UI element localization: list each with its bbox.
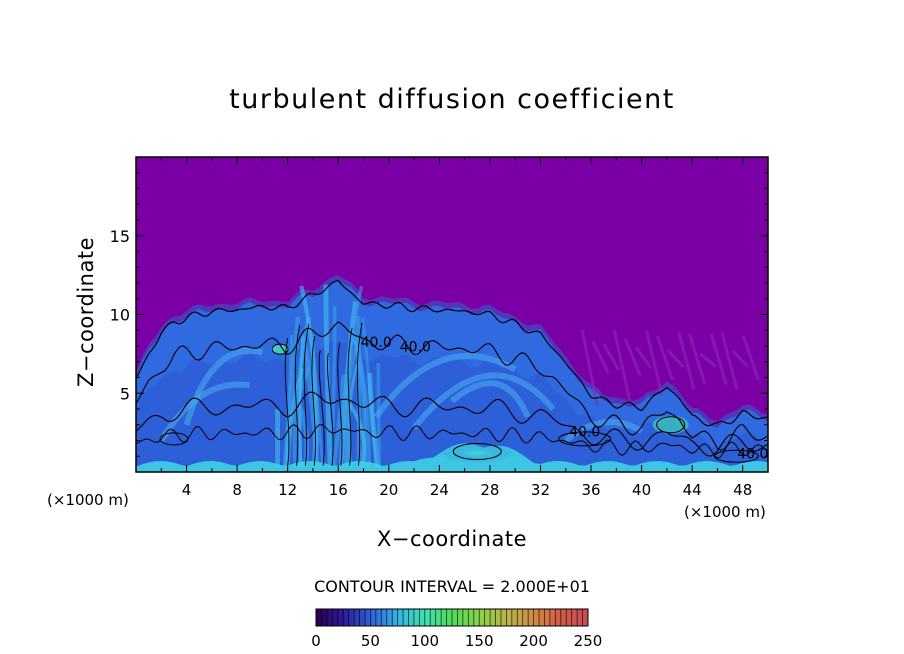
contour-line — [136, 321, 768, 451]
contour-interval-text: CONTOUR INTERVAL = 2.000E+01 — [314, 577, 590, 596]
cloud-arc — [373, 353, 517, 419]
x-axis-label: X−coordinate — [377, 527, 527, 551]
contour-label: 40.0 — [569, 425, 600, 441]
gravity-wave-stripe — [699, 352, 717, 368]
gravity-wave-stripe — [634, 346, 653, 369]
colorbar-tick-label: 0 — [311, 632, 321, 650]
contour-line — [347, 327, 353, 466]
plume-streak — [323, 284, 333, 468]
x-tick-label: 20 — [379, 481, 398, 499]
cloud-arc — [411, 372, 556, 430]
colorbar-tick-label: 200 — [519, 632, 548, 650]
plume-streak — [331, 374, 346, 468]
plume-streak — [351, 331, 371, 468]
gravity-wave-stripe — [677, 331, 696, 391]
cloud-arc — [183, 347, 264, 426]
right-maximum — [652, 415, 689, 434]
contour-line — [337, 342, 343, 466]
gravity-wave-stripe — [645, 330, 664, 396]
plume-streak — [355, 315, 362, 468]
gravity-wave-stripe — [655, 335, 674, 381]
y-axis-label: Z−coordinate — [74, 237, 98, 387]
x-tick-label: 12 — [278, 481, 297, 499]
plume-streak — [367, 372, 381, 468]
x-tick-label: 28 — [480, 481, 499, 499]
contour-line — [294, 324, 301, 466]
x-tick-label: 24 — [430, 481, 449, 499]
contour-loop — [159, 432, 189, 446]
contour-loop — [452, 443, 502, 461]
chart-title: turbulent diffusion coefficient — [229, 84, 675, 115]
contour-line — [136, 424, 768, 459]
contour-line — [303, 323, 310, 466]
y-tick-label: 15 — [110, 227, 130, 246]
y-tick-label: 10 — [110, 306, 130, 325]
gravity-wave-stripe — [602, 343, 621, 371]
x-tick-label: 16 — [329, 481, 348, 499]
x-unit-right: (×1000 m) — [684, 503, 766, 521]
x-tick-label: 36 — [581, 481, 600, 499]
x-unit-left: (×1000 m) — [47, 491, 129, 509]
contour-label: 40.0 — [400, 340, 431, 356]
x-tick-label: 44 — [683, 481, 702, 499]
colorbar-tick-label: 100 — [410, 632, 439, 650]
colorbar-tick-label: 150 — [465, 632, 494, 650]
plume-streak — [300, 338, 320, 468]
contour-line — [311, 335, 316, 466]
contour-line — [284, 338, 290, 466]
y-tick-label: 5 — [120, 384, 130, 403]
gravity-wave-stripe — [580, 329, 599, 407]
cloud-arc — [450, 380, 531, 419]
contour-line — [318, 349, 325, 466]
cloud-arc — [563, 418, 644, 443]
contour-loop — [713, 449, 759, 463]
contour-loop — [271, 343, 289, 355]
colorbar-tick-label: 250 — [574, 632, 603, 650]
gravity-wave-stripe — [720, 332, 739, 390]
surface-maximum — [439, 443, 516, 464]
x-tick-label: 8 — [232, 481, 242, 499]
gravity-wave-stripe — [591, 340, 610, 374]
x-tick-label: 32 — [531, 481, 550, 499]
gravity-wave-stripe — [731, 349, 749, 368]
x-tick-label: 4 — [182, 481, 192, 499]
contour-label: 40.0 — [737, 447, 768, 463]
cloud-arc — [158, 381, 251, 443]
x-tick-label: 40 — [632, 481, 651, 499]
contour-line — [327, 353, 334, 466]
colorbar: 0 50 100 150 200 250 — [311, 608, 603, 650]
colorbar-tick-label: 50 — [361, 632, 380, 650]
contour-loop — [656, 416, 686, 434]
x-tick-label: 48 — [733, 481, 752, 499]
contour-label: 40.0 — [361, 335, 392, 351]
contour-loop — [558, 431, 612, 447]
plume-streak — [329, 305, 337, 468]
plume-streak — [342, 339, 362, 468]
contour-line — [356, 322, 363, 466]
gravity-wave-stripe — [741, 335, 760, 381]
gravity-wave-stripe — [688, 333, 707, 385]
plume-streak — [347, 403, 367, 468]
gravity-wave-stripe — [612, 330, 632, 401]
contour-line — [136, 279, 768, 427]
heatmap-field: 40.0 40.0 40.0 40.0 — [136, 157, 768, 472]
gravity-wave-stripe — [667, 349, 685, 368]
gravity-wave-stripe — [709, 333, 728, 386]
contour-line — [136, 391, 768, 457]
gravity-wave-stripe — [623, 337, 642, 377]
